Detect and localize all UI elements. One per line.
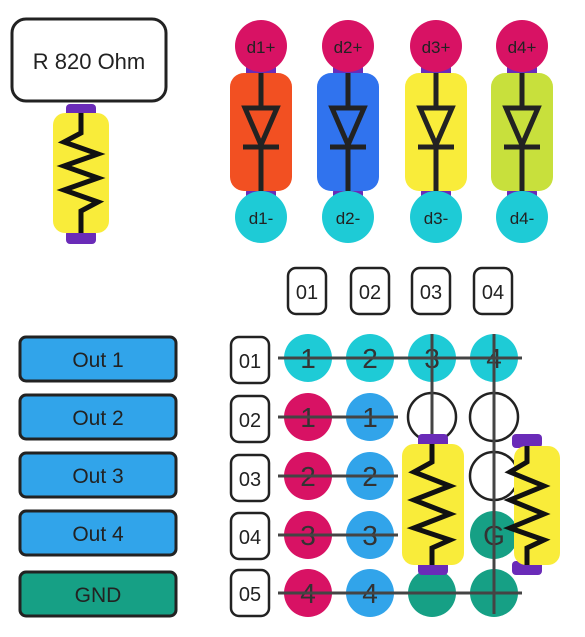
cathode-terminal[interactable] xyxy=(410,191,462,243)
cathode-terminal[interactable] xyxy=(496,191,548,243)
horizontal-wires xyxy=(278,356,522,595)
row-header-box xyxy=(229,568,271,618)
out-4-button[interactable]: Out 4 xyxy=(18,509,178,557)
cathode-terminal[interactable] xyxy=(235,191,287,243)
anode-terminal[interactable] xyxy=(235,20,287,72)
row-header: 02 xyxy=(239,410,261,432)
row-header: 03 xyxy=(239,469,261,491)
column-header: 04 xyxy=(482,282,504,304)
placed-resistor-1[interactable] xyxy=(402,434,464,575)
resistor-label: R 820 Ohm xyxy=(33,49,146,74)
gnd-label: GND xyxy=(75,584,122,607)
out-4-label: Out 4 xyxy=(72,523,124,546)
row-header-box xyxy=(229,394,271,444)
cathode-label: d4- xyxy=(510,209,535,228)
resistor-zigzag-icon xyxy=(56,113,106,233)
diode-group: d1+ d1- d2+ d2- xyxy=(230,20,553,243)
row-header-box xyxy=(229,511,271,561)
column-header: 03 xyxy=(420,282,442,304)
resistor-component[interactable] xyxy=(53,104,109,244)
row-header-box xyxy=(229,335,271,385)
diode-4[interactable]: d4+ d4- xyxy=(491,20,553,243)
out-1-label: Out 1 xyxy=(72,349,123,372)
column-header: 02 xyxy=(359,282,381,304)
diode-1[interactable]: d1+ d1- xyxy=(230,20,292,243)
out-1-button[interactable]: Out 1 xyxy=(18,335,178,383)
diode-2[interactable]: d2+ d2- xyxy=(317,20,379,243)
anode-terminal[interactable] xyxy=(410,20,462,72)
vertical-wires xyxy=(430,334,496,614)
cathode-terminal[interactable] xyxy=(322,191,374,243)
cathode-label: d2- xyxy=(336,209,361,228)
resistor-zigzag-icon xyxy=(502,446,551,565)
anode-terminal[interactable] xyxy=(322,20,374,72)
column-header-box xyxy=(410,266,452,316)
resistor-zigzag-icon xyxy=(406,444,457,565)
diode-3[interactable]: d3+ d3- xyxy=(405,20,467,243)
output-buttons: Out 1 Out 2 Out 3 Out 4 GND xyxy=(18,335,178,618)
out-3-label: Out 3 xyxy=(72,465,123,488)
row-header: 04 xyxy=(239,527,261,549)
out-2-label: Out 2 xyxy=(72,407,123,430)
row-header-box xyxy=(229,453,271,503)
resistor-label-box: R 820 Ohm xyxy=(10,17,168,103)
cathode-label: d3- xyxy=(424,209,449,228)
row-header: 05 xyxy=(239,584,261,606)
diode-symbol-icon xyxy=(416,73,456,191)
gnd-button[interactable]: GND xyxy=(18,570,178,618)
anode-label: d1+ xyxy=(247,38,276,57)
column-headers: 01 02 03 04 xyxy=(286,266,514,316)
anode-label: d2+ xyxy=(334,38,363,57)
column-header-box xyxy=(472,266,514,316)
out-2-button[interactable]: Out 2 xyxy=(18,393,178,441)
anode-label: d3+ xyxy=(422,38,451,57)
diode-symbol-icon xyxy=(502,73,542,191)
row-header: 01 xyxy=(239,351,261,373)
diode-symbol-icon xyxy=(328,73,368,191)
column-header-box xyxy=(349,266,391,316)
column-header: 01 xyxy=(296,282,318,304)
anode-terminal[interactable] xyxy=(496,20,548,72)
anode-label: d4+ xyxy=(508,38,537,57)
row-headers: 01 02 03 04 05 xyxy=(229,335,271,618)
diode-symbol-icon xyxy=(241,73,281,191)
cathode-label: d1- xyxy=(249,209,274,228)
placed-resistor-2[interactable] xyxy=(502,434,560,575)
column-header-box xyxy=(286,266,328,316)
out-3-button[interactable]: Out 3 xyxy=(18,451,178,499)
